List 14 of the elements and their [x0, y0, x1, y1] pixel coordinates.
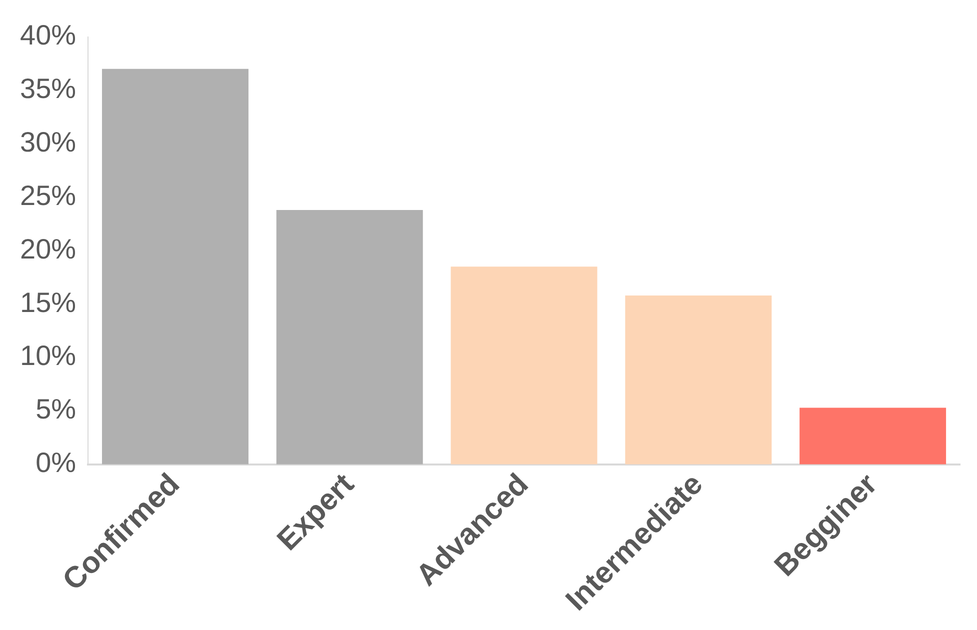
bar — [625, 296, 772, 464]
y-tick-label: 25% — [20, 180, 76, 211]
y-tick-label: 5% — [36, 394, 76, 425]
y-tick-label: 15% — [20, 286, 76, 318]
bar — [102, 68, 248, 464]
bar — [800, 408, 946, 464]
y-tick-label: 35% — [20, 72, 76, 104]
y-tick-label: 30% — [20, 126, 76, 158]
y-tick-label: 20% — [20, 233, 76, 264]
y-tick-label: 10% — [20, 340, 76, 372]
y-tick-label: 0% — [36, 447, 76, 478]
bar — [276, 210, 423, 464]
bar — [450, 266, 598, 464]
y-tick-label: 40% — [20, 20, 76, 51]
